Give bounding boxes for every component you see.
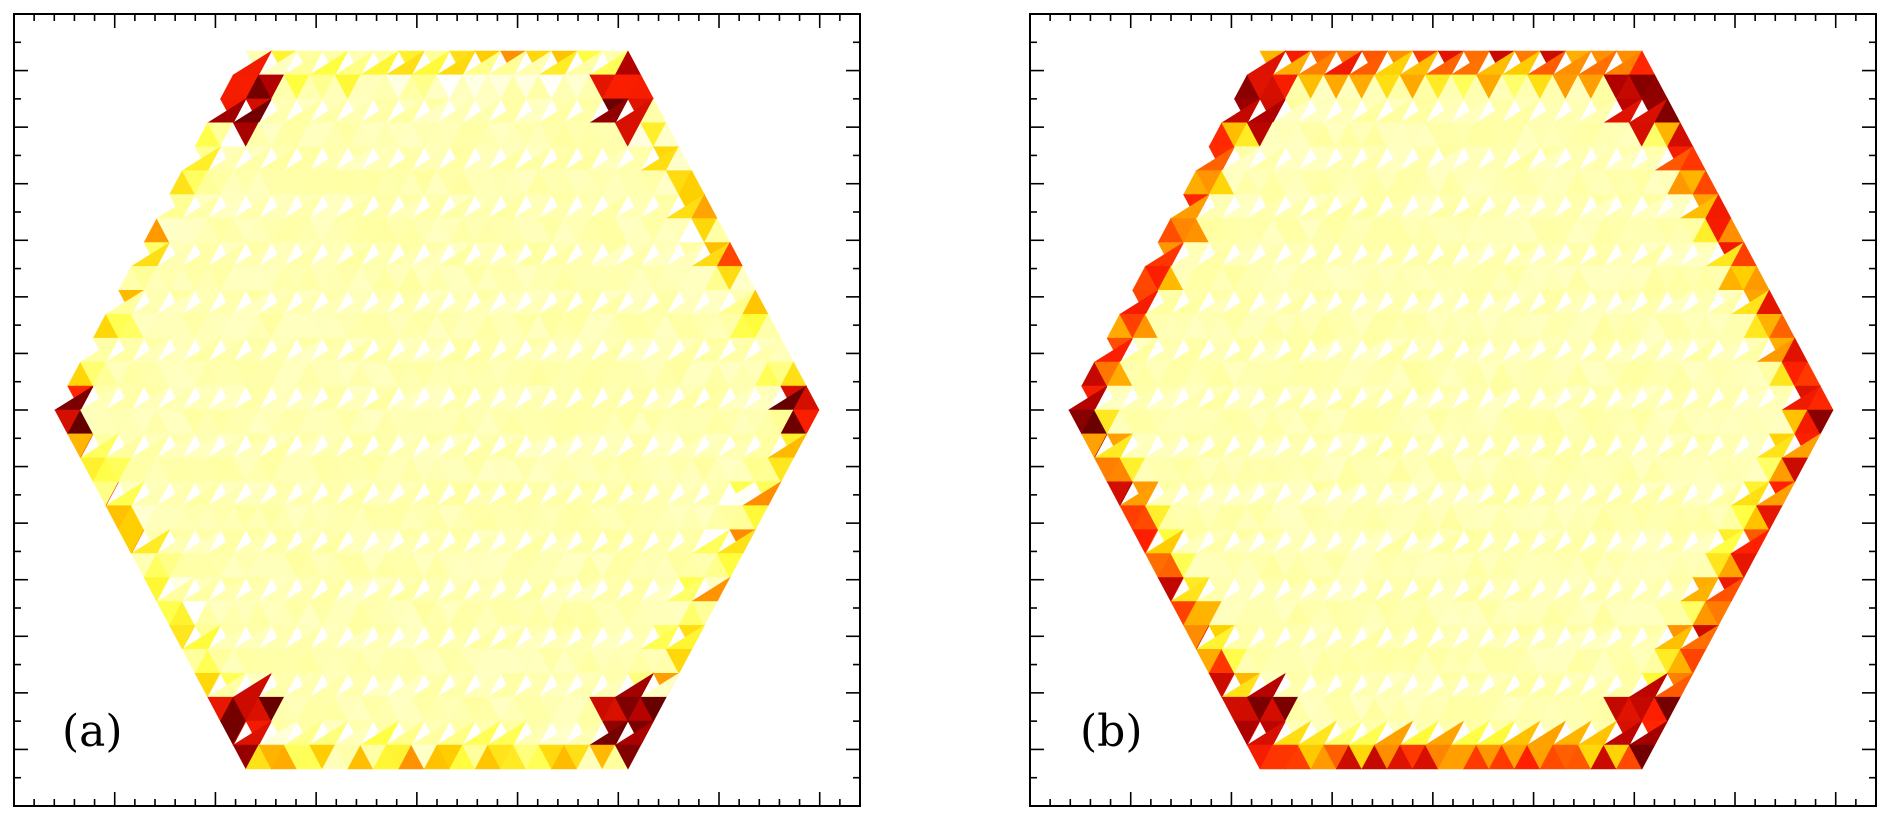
panel-a-heatmap-cell [792, 409, 820, 435]
panel-a-hexagon-heatmap [53, 50, 820, 770]
panel-b-hexagon-heatmap [1067, 50, 1834, 770]
panel-b-heatmap-cell [1654, 696, 1681, 722]
panel-b-heatmap-cell [1628, 744, 1656, 770]
panel-b-ticks [1029, 13, 1877, 807]
panel-b-heatmap-cell [1806, 409, 1834, 435]
panel-a-heatmap-cell [767, 457, 794, 483]
panel-b-label: (b) [1080, 706, 1143, 757]
panel-a-heatmap-cell [640, 696, 667, 722]
panel-b-heatmap-cell [1730, 553, 1758, 579]
panel-b: (b) [1029, 13, 1877, 807]
panel-a-heatmap-cell [614, 744, 642, 770]
panel-a-heatmap-cell [742, 505, 769, 531]
panel-b-heatmap-cell [1705, 601, 1732, 627]
panel-a: (a) [13, 13, 861, 807]
panel-b-heatmap-cell [1781, 457, 1808, 483]
panel-a-heatmap-cell [691, 601, 718, 627]
panel-a-ticks [13, 13, 861, 807]
panel-a-heatmap-cell [665, 648, 693, 674]
panel-b-heatmap-cell [1679, 648, 1707, 674]
panel-a-heatmap-cell [716, 553, 744, 579]
panel-a-label: (a) [62, 706, 123, 757]
panel-b-heatmap-cell [1756, 505, 1783, 531]
